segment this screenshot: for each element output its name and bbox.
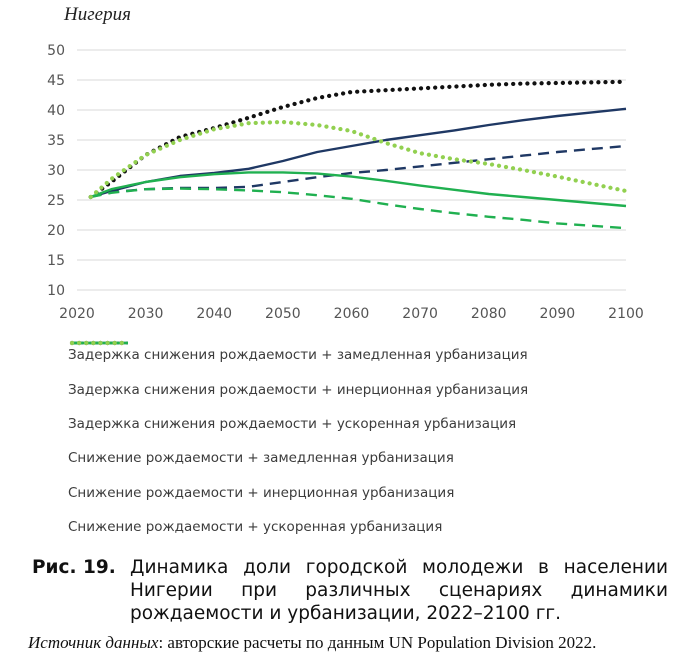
legend-label: Задержка снижения рождаемости + инерцион…	[68, 381, 529, 398]
x-tick-label: 2070	[402, 306, 438, 322]
legend-item: Снижение рождаемости + замедленная урбан…	[68, 341, 688, 475]
x-tick-label: 2080	[471, 306, 507, 322]
x-tick-label: 2020	[59, 306, 95, 322]
legend-item: Задержка снижения рождаемости + инерцион…	[68, 341, 688, 406]
legend-item: Снижение рождаемости + инерционная урбан…	[68, 341, 688, 510]
legend-item: Снижение рождаемости + ускоренная урбани…	[68, 340, 688, 544]
y-tick-label: 45	[47, 73, 65, 89]
chart-legend: Задержка снижения рождаемости + замедлен…	[68, 338, 688, 544]
source-label: Источник данных	[28, 633, 159, 652]
series-line-4	[90, 187, 627, 230]
y-tick-label: 50	[47, 43, 65, 59]
x-tick-label: 2050	[265, 306, 301, 322]
series-line-5	[90, 171, 627, 208]
series-line-3	[88, 79, 629, 200]
series-line-6	[88, 119, 629, 200]
legend-item: Задержка снижения рождаемости + замедлен…	[68, 338, 688, 372]
legend-swatch	[69, 340, 130, 346]
y-tick-label: 30	[47, 163, 65, 179]
y-tick-label: 35	[47, 133, 65, 149]
y-tick-label: 40	[47, 103, 65, 119]
chart-title: Нигерия	[64, 4, 131, 25]
y-tick-label: 20	[47, 223, 65, 239]
caption-label: Рис. 19.	[32, 557, 116, 578]
legend-label: Задержка снижения рождаемости + ускоренн…	[68, 415, 517, 432]
x-tick-label: 2040	[196, 306, 232, 322]
legend-label: Задержка снижения рождаемости + замедлен…	[68, 347, 528, 364]
y-tick-label: 25	[47, 193, 65, 209]
y-tick-label: 10	[47, 283, 65, 299]
figure-caption: Рис. 19. Динамика доли городской молодеж…	[32, 556, 668, 625]
legend-item: Задержка снижения рождаемости + ускоренн…	[68, 340, 688, 441]
legend-label: Снижение рождаемости + инерционная урбан…	[68, 484, 455, 501]
x-tick-label: 2060	[334, 306, 370, 322]
legend-label: Снижение рождаемости + замедленная урбан…	[68, 450, 454, 467]
y-tick-label: 15	[47, 253, 65, 269]
x-tick-label: 2090	[540, 306, 576, 322]
x-tick-label: 2100	[608, 306, 644, 322]
source-text: : авторские расчеты по данным UN Populat…	[158, 633, 597, 652]
source-note: Источник данных: авторские расчеты по да…	[28, 633, 596, 653]
legend-label: Снижение рождаемости + ускоренная урбани…	[68, 519, 443, 536]
caption-text: Динамика доли городской молодежи в насел…	[130, 557, 668, 624]
x-tick-label: 2030	[128, 306, 164, 322]
line-chart: 10 15 20 25 30 35 40 45 50 2020 2030 2040 2050 2060 20…	[47, 43, 644, 322]
